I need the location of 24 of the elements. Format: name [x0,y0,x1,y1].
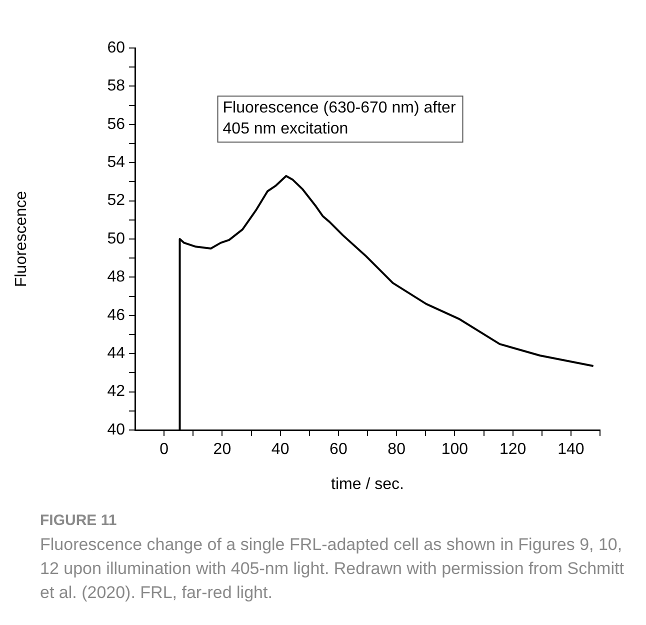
x-axis-title: time / sec. [331,476,404,493]
text: Fluorescence change of a single FRL-adapted cell as shown in Figures 9, 10, 12 upon illumination with 405-nm light. Redrawn with permission from Schmitt et al. (2020). FRL, far-red light. [40,534,625,604]
y-tick-label: 56 [107,116,126,133]
x-tick-label: 120 [499,441,526,458]
y-tick-label: 50 [107,230,126,248]
y-tick-label: 40 [107,421,126,438]
y-tick-label: 54 [107,154,126,172]
x-tick-label: 20 [213,441,232,458]
x-tick-label: 40 [271,441,290,458]
y-tick-label: 42 [107,383,126,400]
x-tick-label: 0 [160,441,169,458]
y-tick-label: 58 [107,78,126,95]
caption: FIGURE 11 [40,512,118,529]
y-tick-label: 60 [107,39,126,56]
annotation: Fluorescence (630-670 nm) after 405 nm excitation [222,100,456,138]
y-tick-label: 44 [107,345,126,362]
y-tick-label: 52 [107,192,126,210]
x-tick-label: 100 [441,441,468,458]
x-tick-label: 60 [330,441,348,458]
y-tick-label: 46 [107,306,126,324]
y-axis-title: Fluorescence [13,190,30,288]
x-tick-label: 80 [388,441,406,458]
y-tick-label: 48 [107,268,126,286]
x-tick-label: 140 [558,441,584,458]
